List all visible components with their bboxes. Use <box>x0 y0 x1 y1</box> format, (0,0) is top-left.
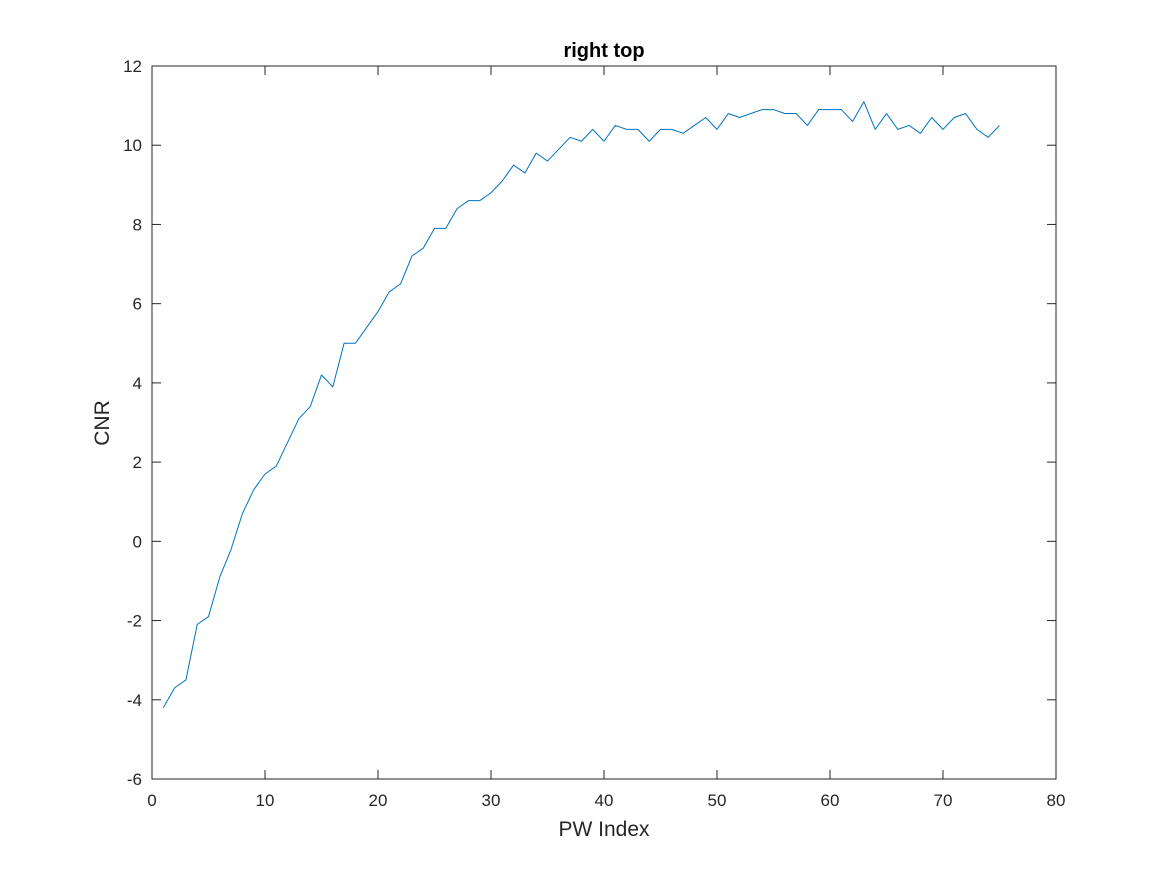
y-axis-ticks: -6 -4 -2 0 2 4 6 8 10 12 <box>123 57 1056 789</box>
x-tick-label: 70 <box>934 791 953 810</box>
x-tick-label: 60 <box>821 791 840 810</box>
x-tick-label: 10 <box>256 791 275 810</box>
x-axis-ticks: 0 10 20 30 40 50 60 70 80 <box>147 66 1065 810</box>
x-tick-label: 40 <box>595 791 614 810</box>
y-tick-label: 6 <box>133 295 142 314</box>
plot-background <box>152 66 1056 779</box>
series-line-0 <box>162 101 1000 708</box>
y-tick-label: 8 <box>133 215 142 234</box>
y-tick-label: 0 <box>133 532 142 551</box>
y-tick-label: 12 <box>123 57 142 76</box>
x-tick-label: 50 <box>708 791 727 810</box>
y-tick-label: 10 <box>123 136 142 155</box>
y-axis-label: CNR <box>91 400 114 446</box>
y-tick-label: -4 <box>127 691 142 710</box>
y-tick-label: -2 <box>127 612 142 631</box>
x-axis-label: PW Index <box>558 818 650 841</box>
x-tick-label: 80 <box>1047 791 1066 810</box>
x-tick-label: 20 <box>369 791 388 810</box>
y-tick-label: 2 <box>133 453 142 472</box>
x-tick-label: 0 <box>147 791 156 810</box>
x-tick-label: 30 <box>482 791 501 810</box>
axes-box <box>151 65 1057 780</box>
series-layer <box>162 101 1000 708</box>
chart-title: right top <box>563 40 644 62</box>
y-tick-label: -6 <box>127 770 142 789</box>
y-tick-label: 4 <box>133 374 142 393</box>
